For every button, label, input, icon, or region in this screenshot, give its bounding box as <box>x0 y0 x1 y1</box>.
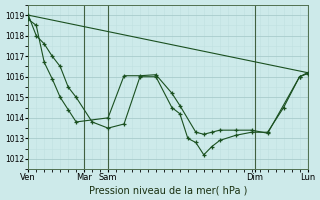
X-axis label: Pression niveau de la mer( hPa ): Pression niveau de la mer( hPa ) <box>89 185 247 195</box>
